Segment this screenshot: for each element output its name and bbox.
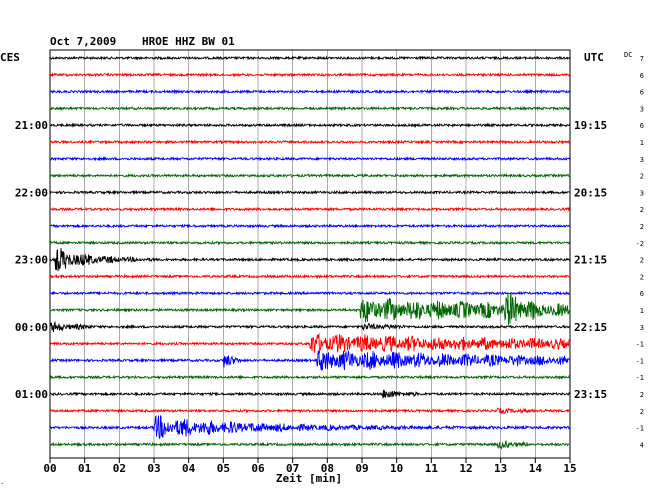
left-time-label: 23:00 [15,254,48,267]
right-timezone-label: UTC [584,51,604,64]
x-tick-label: 12 [459,462,472,475]
seismic-trace-row [49,71,571,78]
axis-labels: 00 01 02 03 04 05 06 07 08 09 10 11 12 13 14 1521:0022:… [15,55,644,475]
dc-offset-label: -2 [636,240,644,248]
seismic-trace-row [49,290,571,296]
left-time-label: 01:00 [15,388,48,401]
seismic-trace-row [49,105,571,112]
right-time-label: 23:15 [574,388,607,401]
x-tick-label: 02 [113,462,126,475]
grid [49,49,571,463]
seismic-trace-row [49,122,571,129]
x-tick-label: 10 [390,462,403,475]
dc-offset-label: -1 [636,357,644,365]
seismic-trace-row [49,407,571,415]
right-time-label: 19:15 [574,119,607,132]
x-tick-label: 11 [425,462,439,475]
dc-offset-label: 3 [640,189,644,197]
x-tick-label: 00 [43,462,56,475]
dc-offset-label: 1 [640,307,644,315]
date-label: Oct 7,2009 [50,35,116,48]
x-tick-label: 04 [182,462,196,475]
right-time-label: 21:15 [574,254,607,267]
seismic-trace-row [49,389,571,399]
dc-offset-label: 4 [640,441,644,449]
dc-offset-label: 6 [640,89,644,97]
x-tick-label: 03 [147,462,160,475]
seismic-trace-row [49,240,571,246]
x-tick-label: 06 [251,462,265,475]
x-tick-label: 15 [563,462,576,475]
left-timezone-label: CES [0,51,20,64]
x-tick-label: 05 [217,462,230,475]
seismic-trace-row [49,55,571,61]
dc-offset-label: -1 [636,374,644,382]
seismic-trace-row [49,206,571,213]
seismic-trace-row [49,440,571,450]
dc-offset-label: -1 [636,341,644,349]
left-time-label: 22:00 [15,186,48,199]
seismic-trace-row [49,333,571,354]
trace-group [49,55,571,450]
seismic-trace-row [49,292,571,326]
seismic-trace-row [49,88,571,95]
left-time-label: 00:00 [15,321,48,334]
station-label: HROE HHZ BW 01 [142,35,235,48]
dc-offset-label: 3 [640,324,644,332]
x-tick-label: 13 [494,462,507,475]
plot-frame [49,49,571,459]
x-tick-label: 09 [355,462,368,475]
seismic-trace-row [49,247,571,272]
seismic-trace-row [49,273,571,280]
seismic-trace-row [49,223,571,229]
seismic-trace-row [49,189,571,196]
x-tick-label: 01 [78,462,92,475]
seismic-trace-row [49,374,571,381]
seismic-trace-row [49,172,571,179]
dc-offset-label: 6 [640,122,644,130]
right-time-label: 22:15 [574,321,607,334]
left-time-label: 21:00 [15,119,48,132]
dc-offset-label: 3 [640,105,644,113]
seismic-trace-row [49,156,571,162]
dc-offset-label: -1 [636,425,644,433]
dc-offset-label: 2 [640,273,644,281]
dc-offset-label: 2 [640,408,644,416]
dc-offset-label: 2 [640,391,644,399]
seismic-trace-row [49,320,571,332]
seismic-trace-row [49,350,571,372]
dc-offset-label: 6 [640,290,644,298]
right-time-label: 20:15 [574,186,607,199]
dc-offset-label: 2 [640,206,644,214]
dc-offset-label: 2 [640,223,644,231]
seismic-trace-row [49,139,571,145]
dc-offset-label: 6 [640,72,644,80]
dc-offset-label: 7 [640,55,644,63]
x-tick-label: 07 [286,462,299,475]
dc-header-label: DC [624,51,632,59]
x-tick-label: 14 [529,462,543,475]
dc-offset-label: 1 [640,139,644,147]
dc-offset-label: 2 [640,257,644,265]
dc-offset-label: 3 [640,156,644,164]
x-tick-label: 08 [321,462,334,475]
corner-mark: . [0,478,4,486]
dc-offset-label: 2 [640,173,644,181]
x-axis-label: Zeit [min] [276,472,342,485]
seismic-trace-row [49,414,571,439]
